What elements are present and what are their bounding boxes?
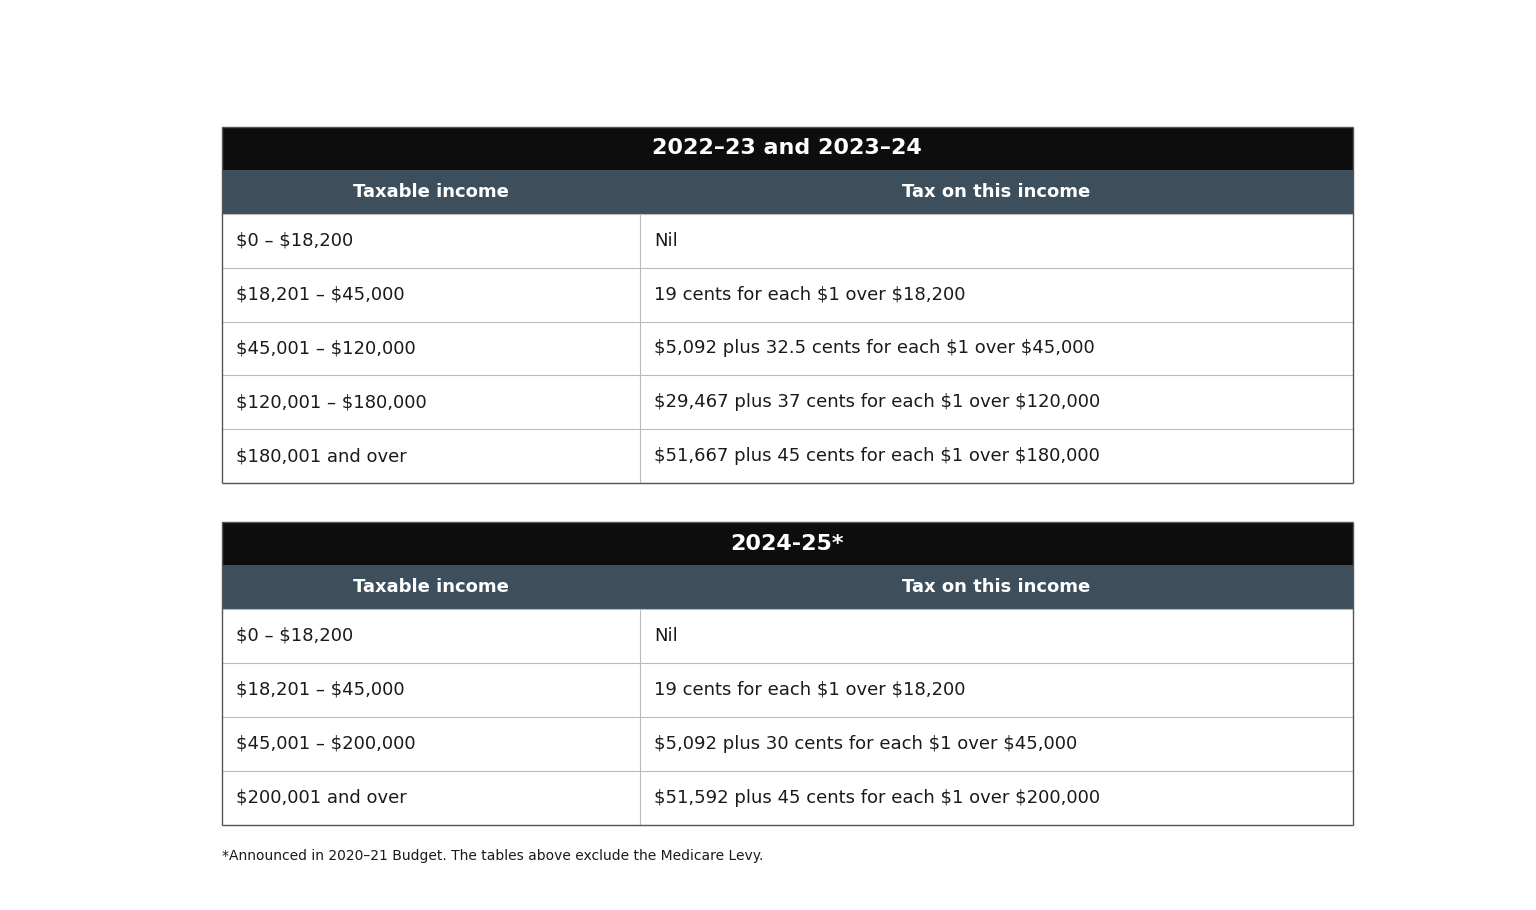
- Text: \$180,001 and over: \$180,001 and over: [237, 448, 407, 465]
- Text: \$200,001 and over: \$200,001 and over: [237, 789, 407, 806]
- Text: \$45,001 – \$120,000: \$45,001 – \$120,000: [237, 339, 416, 358]
- Bar: [221, 430, 1353, 483]
- Text: \$45,001 – \$200,000: \$45,001 – \$200,000: [237, 734, 416, 753]
- Text: 19 cents for each \$1 over \$18,200: 19 cents for each \$1 over \$18,200: [654, 681, 966, 699]
- Bar: [221, 522, 1353, 565]
- Text: \$5,092 plus 30 cents for each \$1 over \$45,000: \$5,092 plus 30 cents for each \$1 over …: [654, 734, 1078, 753]
- Bar: [221, 170, 1353, 214]
- Bar: [221, 717, 1353, 771]
- Text: \$29,467 plus 37 cents for each \$1 over \$120,000: \$29,467 plus 37 cents for each \$1 over…: [654, 393, 1101, 411]
- Bar: [221, 609, 1353, 662]
- Bar: [221, 126, 1353, 170]
- Text: 2024-25*: 2024-25*: [731, 533, 843, 553]
- Text: Taxable income: Taxable income: [353, 578, 508, 596]
- Text: \$51,592 plus 45 cents for each \$1 over \$200,000: \$51,592 plus 45 cents for each \$1 over…: [654, 789, 1101, 806]
- Bar: [221, 662, 1353, 717]
- Text: \$120,001 – \$180,000: \$120,001 – \$180,000: [237, 393, 427, 411]
- Text: 19 cents for each \$1 over \$18,200: 19 cents for each \$1 over \$18,200: [654, 286, 966, 304]
- Text: \$0 – \$18,200: \$0 – \$18,200: [237, 231, 353, 249]
- Text: \$18,201 – \$45,000: \$18,201 – \$45,000: [237, 286, 404, 304]
- Text: *Announced in 2020–21 Budget. The tables above exclude the Medicare Levy.: *Announced in 2020–21 Budget. The tables…: [221, 849, 763, 864]
- Text: Tax on this income: Tax on this income: [902, 578, 1091, 596]
- Bar: [221, 376, 1353, 430]
- Text: Taxable income: Taxable income: [353, 183, 508, 201]
- Bar: [221, 321, 1353, 376]
- Text: \$0 – \$18,200: \$0 – \$18,200: [237, 627, 353, 645]
- Text: Nil: Nil: [654, 231, 679, 249]
- Text: \$5,092 plus 32.5 cents for each \$1 over \$45,000: \$5,092 plus 32.5 cents for each \$1 ove…: [654, 339, 1095, 358]
- Bar: [221, 268, 1353, 321]
- Text: Nil: Nil: [654, 627, 679, 645]
- Text: 2022–23 and 2023–24: 2022–23 and 2023–24: [653, 138, 922, 158]
- Text: Tax on this income: Tax on this income: [902, 183, 1091, 201]
- Bar: [221, 565, 1353, 609]
- Bar: [221, 214, 1353, 268]
- Text: \$51,667 plus 45 cents for each \$1 over \$180,000: \$51,667 plus 45 cents for each \$1 over…: [654, 448, 1100, 465]
- Bar: [221, 771, 1353, 824]
- Text: \$18,201 – \$45,000: \$18,201 – \$45,000: [237, 681, 404, 699]
